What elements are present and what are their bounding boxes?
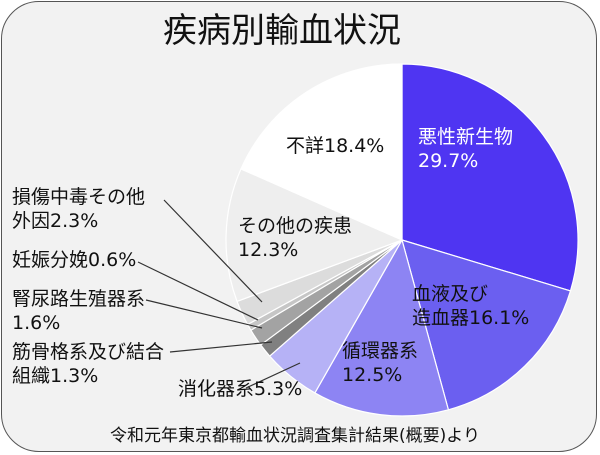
leader-line-3: [245, 362, 301, 389]
slice-label-0: 悪性新生物 29.7%: [418, 126, 513, 172]
slice-label-line: 筋骨格系及び結合: [12, 341, 164, 363]
slice-labels: 悪性新生物 29.7% 血液及び造血器16.1% 循環器系 12.5% 消化器系5.3% 筋…: [12, 126, 529, 400]
slice-label-line: 12.3%: [238, 239, 298, 261]
slice-label-line: 損傷中毒その他: [12, 186, 145, 208]
source-note: 令和元年東京都輸血状況調査集計結果(概要)より: [110, 426, 480, 446]
slice-label-7: 損傷中毒その他外因2.3%: [12, 186, 145, 232]
slice-label-1: 血液及び造血器16.1%: [412, 283, 529, 329]
leader-line-5: [145, 299, 263, 329]
slice-label-line: 悪性新生物: [418, 126, 513, 148]
slice-label-line: 不詳18.4%: [286, 135, 384, 157]
slice-label-line: 1.6%: [12, 312, 60, 334]
slice-label-3: 消化器系5.3%: [178, 378, 302, 400]
slice-label-8: その他の疾患 12.3%: [238, 215, 352, 261]
leader-line-7: [163, 199, 263, 303]
slice-label-line: 造血器16.1%: [412, 307, 529, 329]
slice-label-line: 循環器系: [342, 340, 418, 362]
slice-label-line: 消化器系5.3%: [178, 378, 302, 400]
pie-slice-9: [240, 63, 403, 241]
slice-label-6: 妊娠分娩0.6%: [12, 249, 136, 271]
slice-label-line: その他の疾患: [238, 215, 352, 237]
slice-label-line: 外因2.3%: [12, 210, 98, 232]
pie-slice-1: [401, 239, 572, 411]
slice-label-2: 循環器系 12.5%: [342, 340, 418, 386]
chart-title: 疾病別輸血状況: [163, 11, 401, 51]
leader-line-4: [169, 341, 273, 353]
slice-label-5: 腎尿路生殖器系 1.6%: [12, 288, 145, 334]
pie-slices: [225, 63, 579, 417]
slice-label-line: 12.5%: [342, 364, 402, 386]
slice-label-9: 不詳18.4%: [286, 135, 384, 157]
pie-slice-8: [225, 168, 404, 303]
slice-label-line: 腎尿路生殖器系: [12, 288, 145, 310]
slice-label-line: 組織1.3%: [12, 365, 98, 387]
leader-lines: [137, 199, 301, 389]
slice-label-4: 筋骨格系及び結合組織1.3%: [12, 341, 164, 387]
slice-label-line: 妊娠分娩0.6%: [12, 249, 136, 271]
pie-slice-2: [314, 238, 450, 417]
slice-label-line: 29.7%: [418, 150, 478, 172]
leader-line-6: [137, 261, 259, 321]
slice-label-line: 血液及び: [412, 283, 488, 305]
pie-slice-0: [401, 63, 579, 292]
